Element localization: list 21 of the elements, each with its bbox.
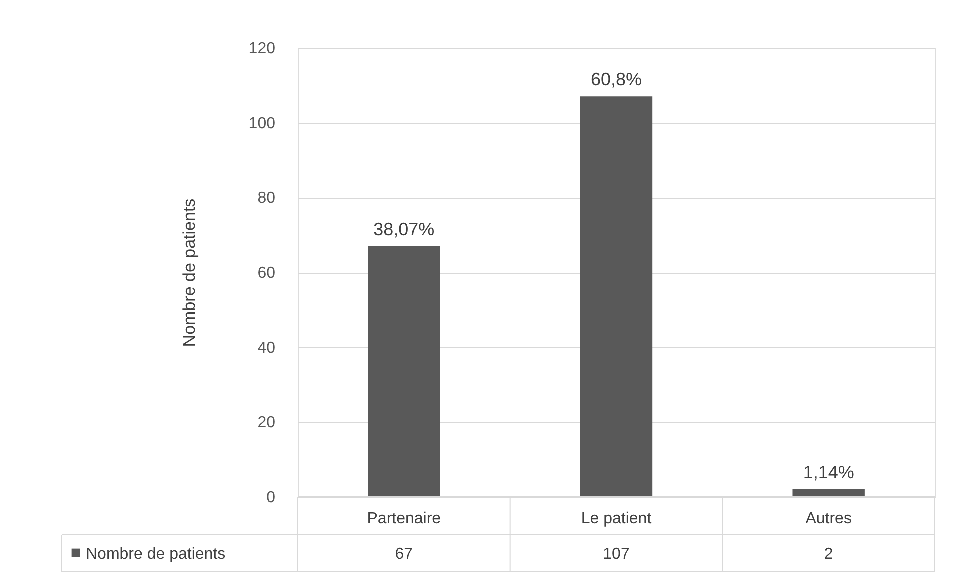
bar [368, 246, 440, 497]
y-axis-title: Nombre de patients [180, 198, 199, 348]
x-tick-label: Partenaire [367, 510, 442, 528]
x-tick-label: Autres [806, 510, 852, 528]
y-tick-label: 120 [248, 40, 276, 58]
y-tick-label: 80 [258, 190, 276, 208]
data-label: 2 [824, 546, 834, 563]
data-label: 107 [603, 546, 630, 563]
data-label: 67 [395, 546, 414, 563]
y-tick-label: 100 [248, 115, 276, 132]
y-tick-label: 40 [258, 340, 276, 357]
bar [792, 490, 865, 497]
annotation: 1,14% [803, 462, 854, 483]
y-tick-label: 20 [258, 414, 276, 432]
y-tick-label: 0 [266, 490, 276, 506]
y-tick-label: 60 [258, 265, 276, 282]
annotation: 38,07% [374, 219, 435, 240]
bar [580, 96, 653, 497]
x-tick-label: Le patient [581, 510, 652, 528]
annotation: 60,8% [590, 70, 642, 90]
legend-label: Nombre de patients [86, 546, 226, 563]
